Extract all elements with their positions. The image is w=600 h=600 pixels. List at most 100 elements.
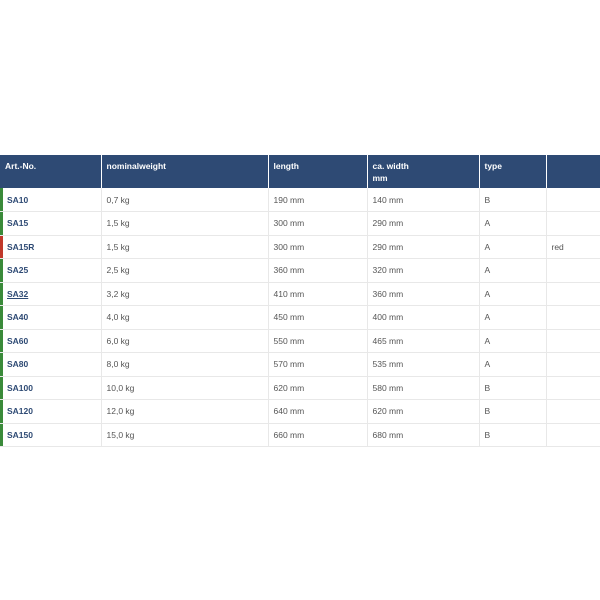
cell-type: A (479, 235, 547, 259)
header-art-no[interactable]: Art.-No. (0, 155, 102, 188)
cell-width: 290 mm (367, 235, 480, 259)
cell-length: 450 mm (268, 305, 368, 330)
header-label: nominalweight (106, 161, 167, 171)
cell-weight: 10,0 kg (101, 376, 269, 400)
art-no-link[interactable]: SA15 (7, 218, 29, 229)
row-status-stripe (0, 329, 3, 352)
art-no-link[interactable]: SA80 (7, 359, 29, 370)
cell-length: 620 mm (268, 376, 368, 400)
cell-width: 580 mm (367, 376, 480, 400)
cell-art-no[interactable]: SA60 (0, 329, 102, 353)
cell-length: 660 mm (268, 423, 368, 447)
table-row: SA32 3,2 kg 410 mm 360 mm A (0, 282, 600, 306)
header-unit: mm (372, 173, 388, 183)
header-length[interactable]: length (268, 155, 368, 188)
cell-length: 410 mm (268, 282, 368, 306)
cell-width: 465 mm (367, 329, 480, 353)
cell-length: 190 mm (268, 188, 368, 212)
cell-art-no[interactable]: SA100 (0, 376, 102, 400)
cell-weight: 4,0 kg (101, 305, 269, 330)
row-status-stripe (0, 235, 3, 258)
table-row: SA150 15,0 kg 660 mm 680 mm B (0, 423, 600, 447)
product-table: Art.-No. nominalweight length ca. width m… (0, 155, 600, 447)
art-no-link[interactable]: SA40 (7, 312, 29, 323)
cell-type: A (479, 305, 547, 330)
cell-art-no[interactable]: SA80 (0, 352, 102, 377)
art-no-link[interactable]: SA120 (7, 406, 33, 417)
cell-type: B (479, 423, 547, 447)
cell-art-no[interactable]: SA15R (0, 235, 102, 259)
cell-type: A (479, 352, 547, 377)
cell-art-no[interactable]: SA32 (0, 282, 102, 306)
cell-weight: 8,0 kg (101, 352, 269, 377)
cell-width: 535 mm (367, 352, 480, 377)
cell-note (546, 352, 600, 377)
cell-art-no[interactable]: SA40 (0, 305, 102, 330)
cell-art-no[interactable]: SA150 (0, 423, 102, 447)
cell-width: 290 mm (367, 211, 480, 236)
cell-length: 360 mm (268, 258, 368, 283)
art-no-link[interactable]: SA150 (7, 429, 33, 440)
header-note (546, 155, 600, 188)
header-width[interactable]: ca. width mm (367, 155, 480, 188)
table-row: SA25 2,5 kg 360 mm 320 mm A (0, 258, 600, 283)
cell-note (546, 211, 600, 236)
row-status-stripe (0, 188, 3, 211)
cell-type: A (479, 211, 547, 236)
row-status-stripe (0, 259, 3, 282)
cell-type: B (479, 188, 547, 212)
row-status-stripe (0, 212, 3, 235)
row-status-stripe (0, 353, 3, 376)
cell-width: 320 mm (367, 258, 480, 283)
header-label: ca. width (372, 161, 409, 171)
cell-art-no[interactable]: SA10 (0, 188, 102, 212)
cell-art-no[interactable]: SA120 (0, 399, 102, 424)
cell-weight: 0,7 kg (101, 188, 269, 212)
row-status-stripe (0, 282, 3, 305)
cell-note (546, 329, 600, 353)
art-no-link[interactable]: SA25 (7, 265, 29, 276)
cell-art-no[interactable]: SA25 (0, 258, 102, 283)
row-status-stripe (0, 400, 3, 423)
cell-note (546, 282, 600, 306)
cell-length: 570 mm (268, 352, 368, 377)
cell-length: 550 mm (268, 329, 368, 353)
cell-weight: 3,2 kg (101, 282, 269, 306)
table-row: SA80 8,0 kg 570 mm 535 mm A (0, 352, 600, 377)
cell-type: B (479, 399, 547, 424)
cell-type: A (479, 329, 547, 353)
cell-type: A (479, 258, 547, 283)
art-no-link[interactable]: SA15R (7, 241, 35, 252)
cell-type: A (479, 282, 547, 306)
cell-width: 400 mm (367, 305, 480, 330)
product-table-container: Art.-No. nominalweight length ca. width m… (0, 155, 600, 447)
art-no-link[interactable]: SA10 (7, 194, 29, 205)
cell-note (546, 305, 600, 330)
cell-weight: 2,5 kg (101, 258, 269, 283)
cell-width: 620 mm (367, 399, 480, 424)
art-no-link[interactable]: SA100 (7, 382, 33, 393)
art-no-link[interactable]: SA60 (7, 335, 29, 346)
table-header-row: Art.-No. nominalweight length ca. width m… (0, 155, 600, 188)
header-label: type (484, 161, 502, 171)
cell-weight: 15,0 kg (101, 423, 269, 447)
header-nominalweight[interactable]: nominalweight (101, 155, 269, 188)
cell-note (546, 188, 600, 212)
cell-weight: 1,5 kg (101, 235, 269, 259)
cell-type: B (479, 376, 547, 400)
cell-art-no[interactable]: SA15 (0, 211, 102, 236)
table-row: SA40 4,0 kg 450 mm 400 mm A (0, 305, 600, 330)
cell-note (546, 258, 600, 283)
cell-width: 360 mm (367, 282, 480, 306)
header-type[interactable]: type (479, 155, 547, 188)
row-status-stripe (0, 423, 3, 446)
cell-note (546, 399, 600, 424)
cell-length: 640 mm (268, 399, 368, 424)
art-no-link[interactable]: SA32 (7, 288, 29, 299)
table-row: SA100 10,0 kg 620 mm 580 mm B (0, 376, 600, 400)
table-row: SA10 0,7 kg 190 mm 140 mm B (0, 188, 600, 212)
cell-width: 140 mm (367, 188, 480, 212)
cell-width: 680 mm (367, 423, 480, 447)
cell-note (546, 376, 600, 400)
row-status-stripe (0, 376, 3, 399)
